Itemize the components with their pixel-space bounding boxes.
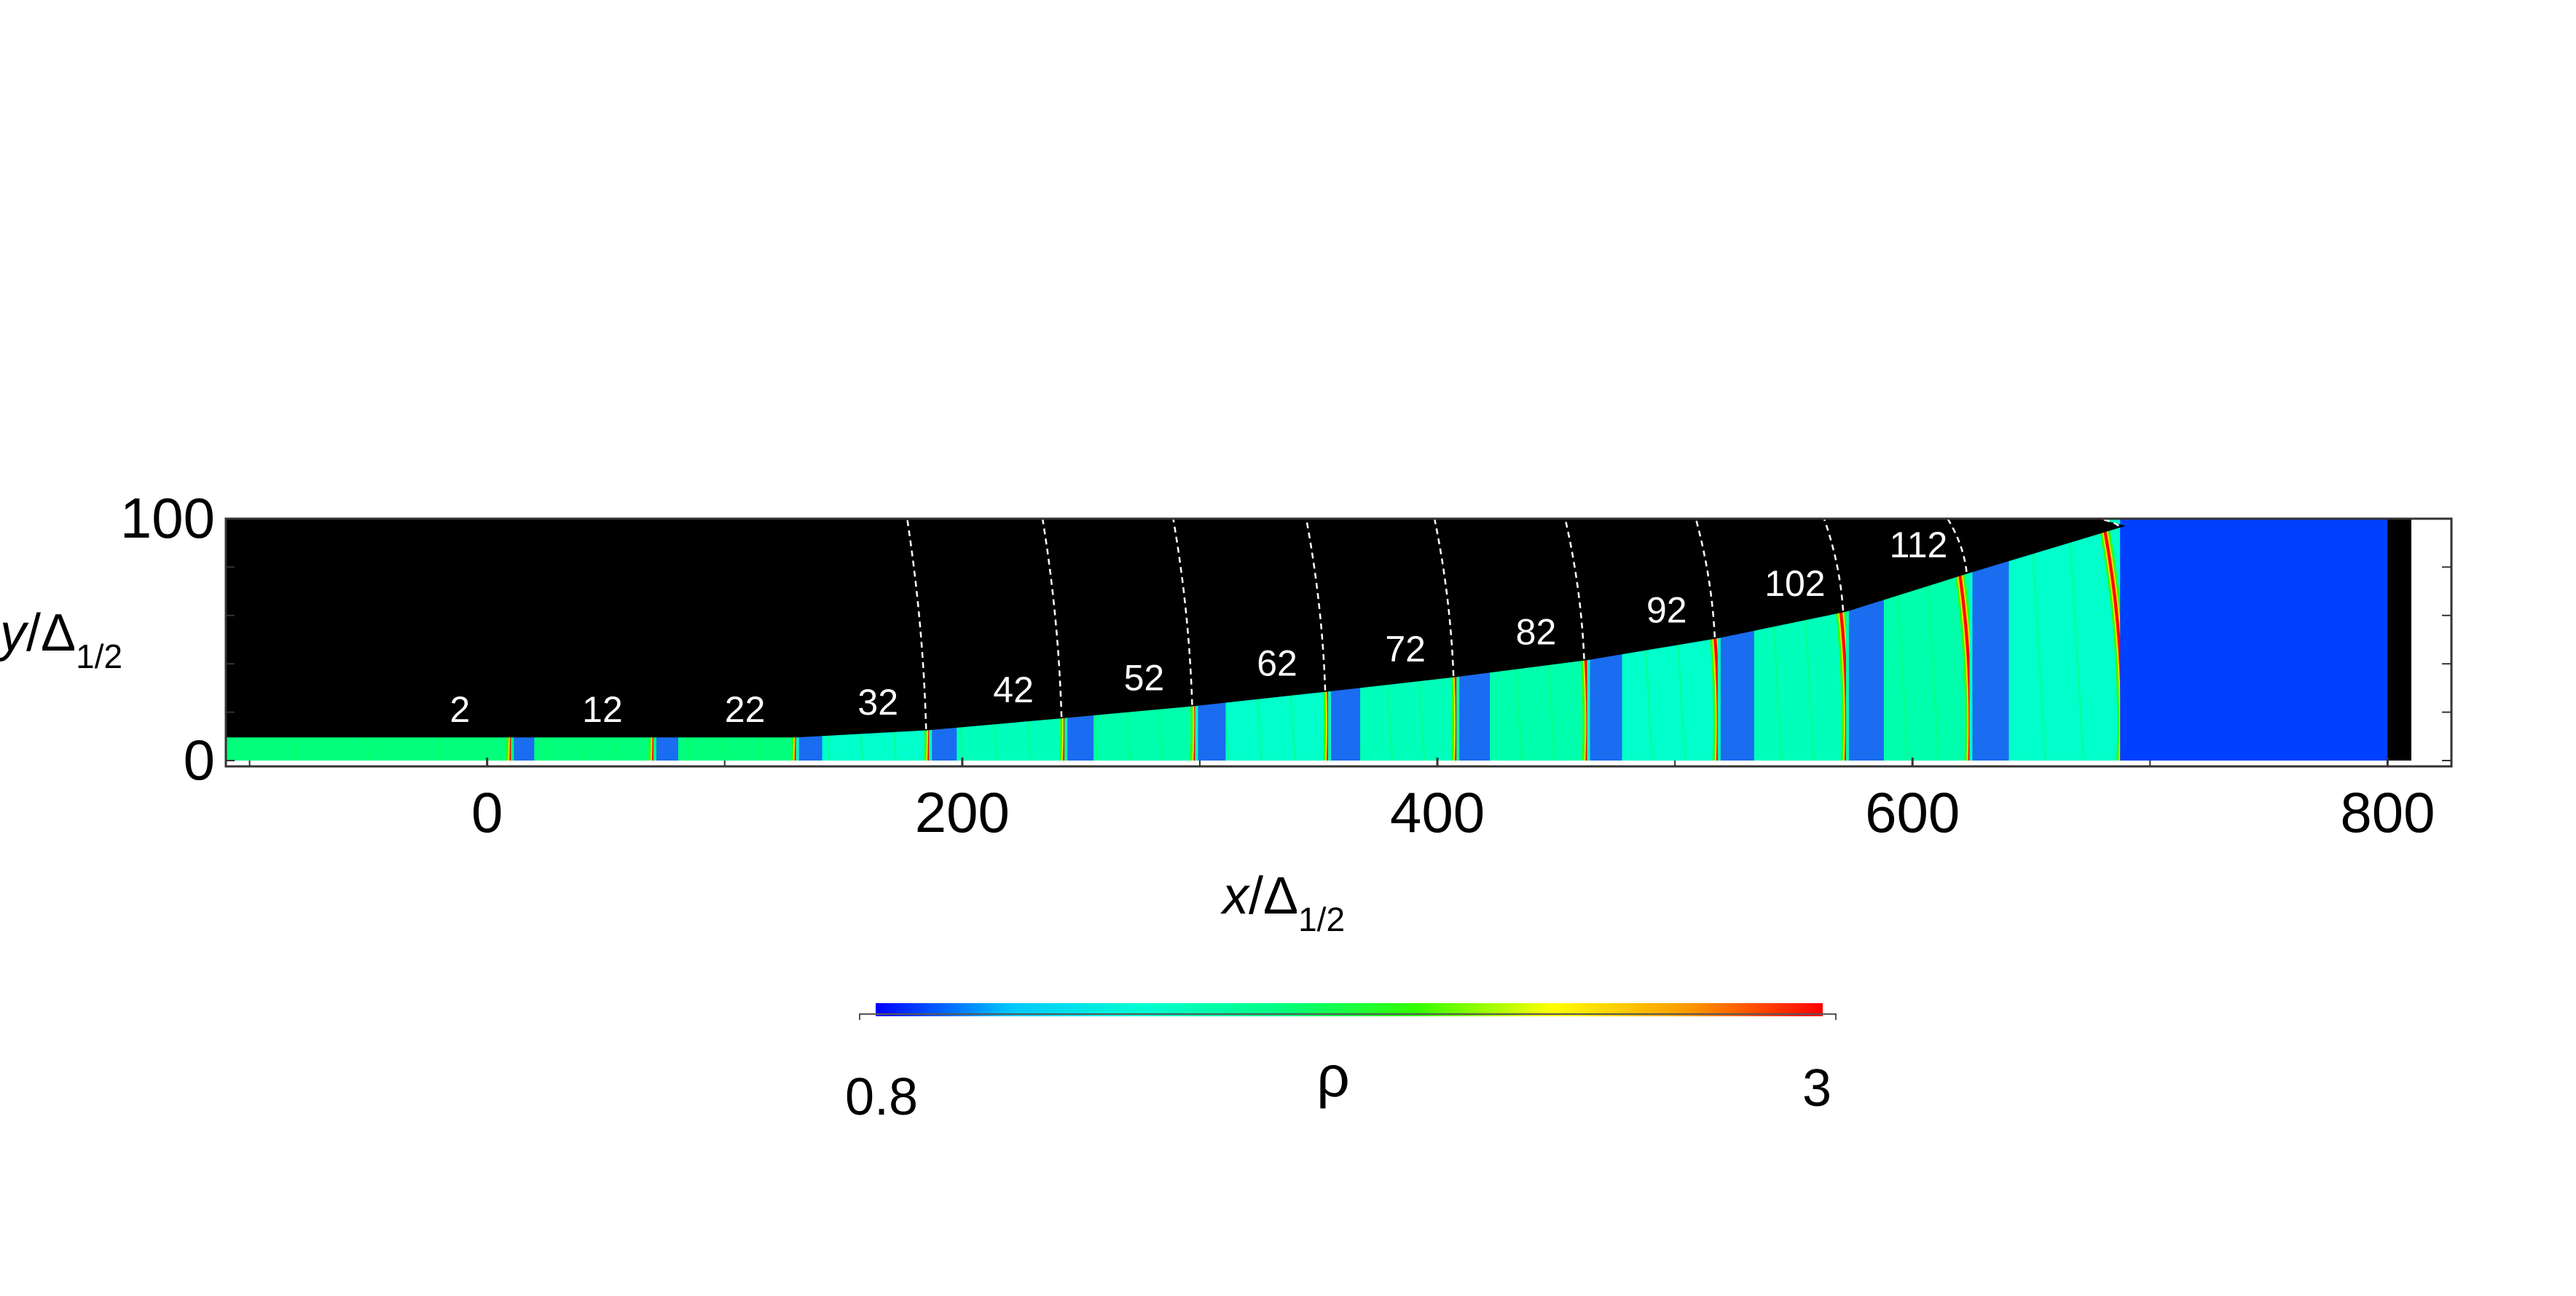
y-axis-label: y/Δ1/2 (0, 604, 122, 675)
y-axis-ticks: 0 100 (120, 486, 2451, 792)
snapshot-label-82: 82 (1516, 612, 1557, 653)
snapshot-label-52: 52 (1124, 658, 1165, 699)
snapshot-dash-52 (1172, 518, 1193, 705)
x-tick-label: 0 (471, 780, 503, 844)
snapshot-label-32: 32 (857, 682, 898, 723)
snapshot-label-92: 92 (1646, 590, 1687, 631)
texture-streak (2030, 519, 2047, 761)
snapshot-dash-92 (1695, 518, 1716, 637)
snapshot-dash-62 (1305, 518, 1327, 691)
snapshot-label-102: 102 (1764, 563, 1825, 604)
snapshot-label-112: 112 (1890, 525, 1948, 565)
snapshot-dash-32 (906, 518, 927, 729)
snapshot-dash-42 (1041, 518, 1063, 718)
x-tick-label: 400 (1390, 780, 1485, 844)
x-axis-label: x/Δ1/2 (1220, 867, 1345, 938)
snapshot-dash-122 (2099, 517, 2120, 527)
colorbar-max-label: 3 (1802, 1059, 1831, 1118)
snapshot-label-12: 12 (582, 689, 623, 730)
snapshot-dash-102 (1823, 518, 1845, 611)
y-tick-label: 0 (184, 728, 215, 792)
ambient-gas-region (2120, 519, 2388, 761)
snapshot-label-22: 22 (725, 689, 766, 730)
colorbar-min-label: 0.8 (845, 1068, 918, 1126)
snapshot-dash-82 (1564, 518, 1585, 659)
snapshot-dashed-arcs (906, 517, 2120, 729)
snapshot-dash-112 (1947, 518, 1968, 573)
x-tick-label: 800 (2340, 780, 2435, 844)
snapshot-label-72: 72 (1385, 629, 1426, 669)
x-axis-ticks: 0 200 400 600 800 (248, 758, 2435, 844)
colorbar-gradient (876, 1003, 1823, 1016)
snapshot-label-2: 2 (449, 689, 470, 730)
texture-streak (2068, 519, 2085, 761)
snapshot-label-62: 62 (1257, 643, 1297, 684)
x-tick-label: 600 (1865, 780, 1960, 844)
colorbar-frame (859, 1013, 1837, 1020)
colorbar-variable-label: ρ (1316, 1044, 1350, 1109)
snapshot-label-42: 42 (993, 669, 1034, 710)
wall-contour-line (226, 517, 2126, 738)
y-tick-label: 100 (120, 486, 215, 550)
axes-frame (224, 517, 2453, 768)
wall-line-path (226, 517, 2126, 738)
colorbar: 0.8 ρ 3 (845, 1003, 1837, 1126)
x-tick-label: 200 (915, 780, 1010, 844)
